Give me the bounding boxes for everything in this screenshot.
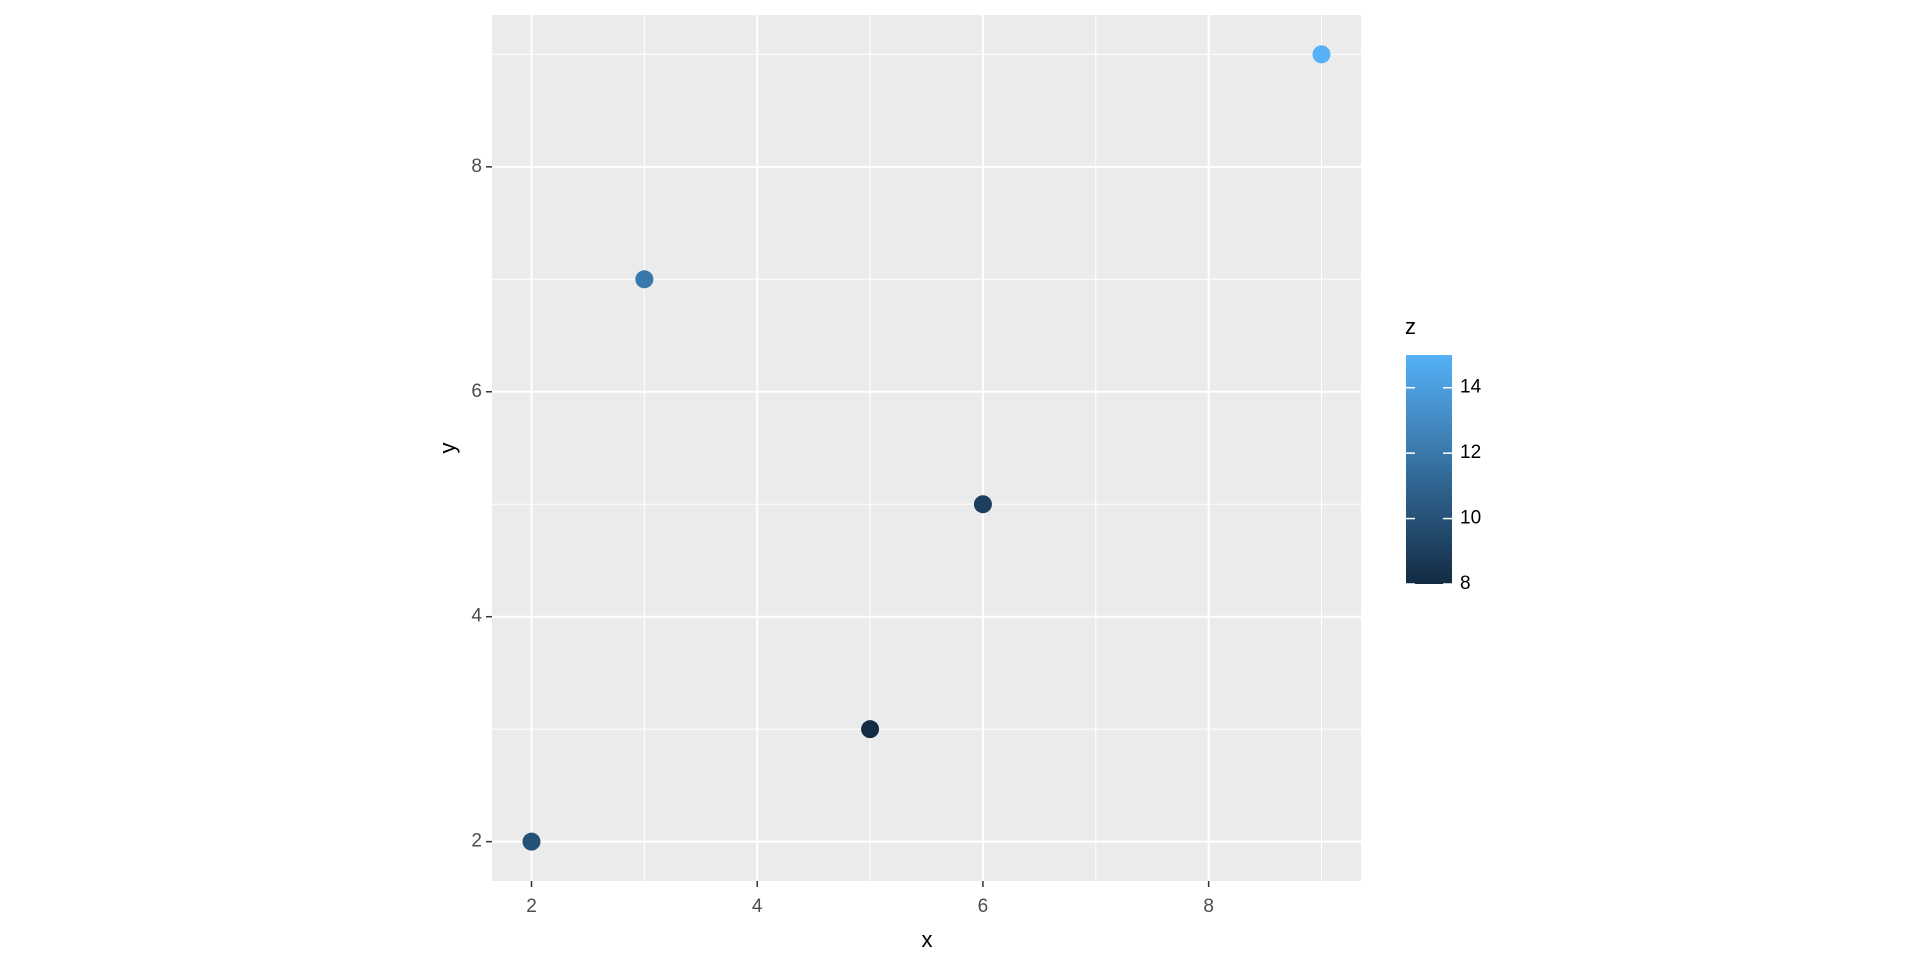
y-tick-label: 6 (471, 381, 482, 402)
x-axis-label: x (922, 927, 933, 952)
y-tick-label: 2 (471, 831, 482, 852)
x-tick-label: 6 (978, 896, 989, 917)
point (522, 832, 541, 851)
colorbar-tick-label: 14 (1460, 377, 1482, 398)
colorbar (1406, 355, 1452, 584)
colorbar-tick-label: 12 (1460, 442, 1481, 463)
y-tick-label: 4 (471, 606, 482, 627)
legend-title: z (1405, 314, 1416, 339)
point (861, 720, 880, 739)
y-tick-label: 8 (471, 156, 482, 177)
point (973, 495, 992, 514)
colorbar-tick-label: 8 (1460, 573, 1471, 594)
x-tick-label: 2 (526, 896, 537, 917)
x-tick-label: 8 (1203, 896, 1214, 917)
y-axis-label: y (435, 443, 460, 454)
point (635, 270, 654, 289)
x-tick-label: 4 (752, 896, 763, 917)
point (1312, 45, 1331, 64)
panel (492, 15, 1361, 881)
colorbar-tick-label: 10 (1460, 508, 1481, 529)
